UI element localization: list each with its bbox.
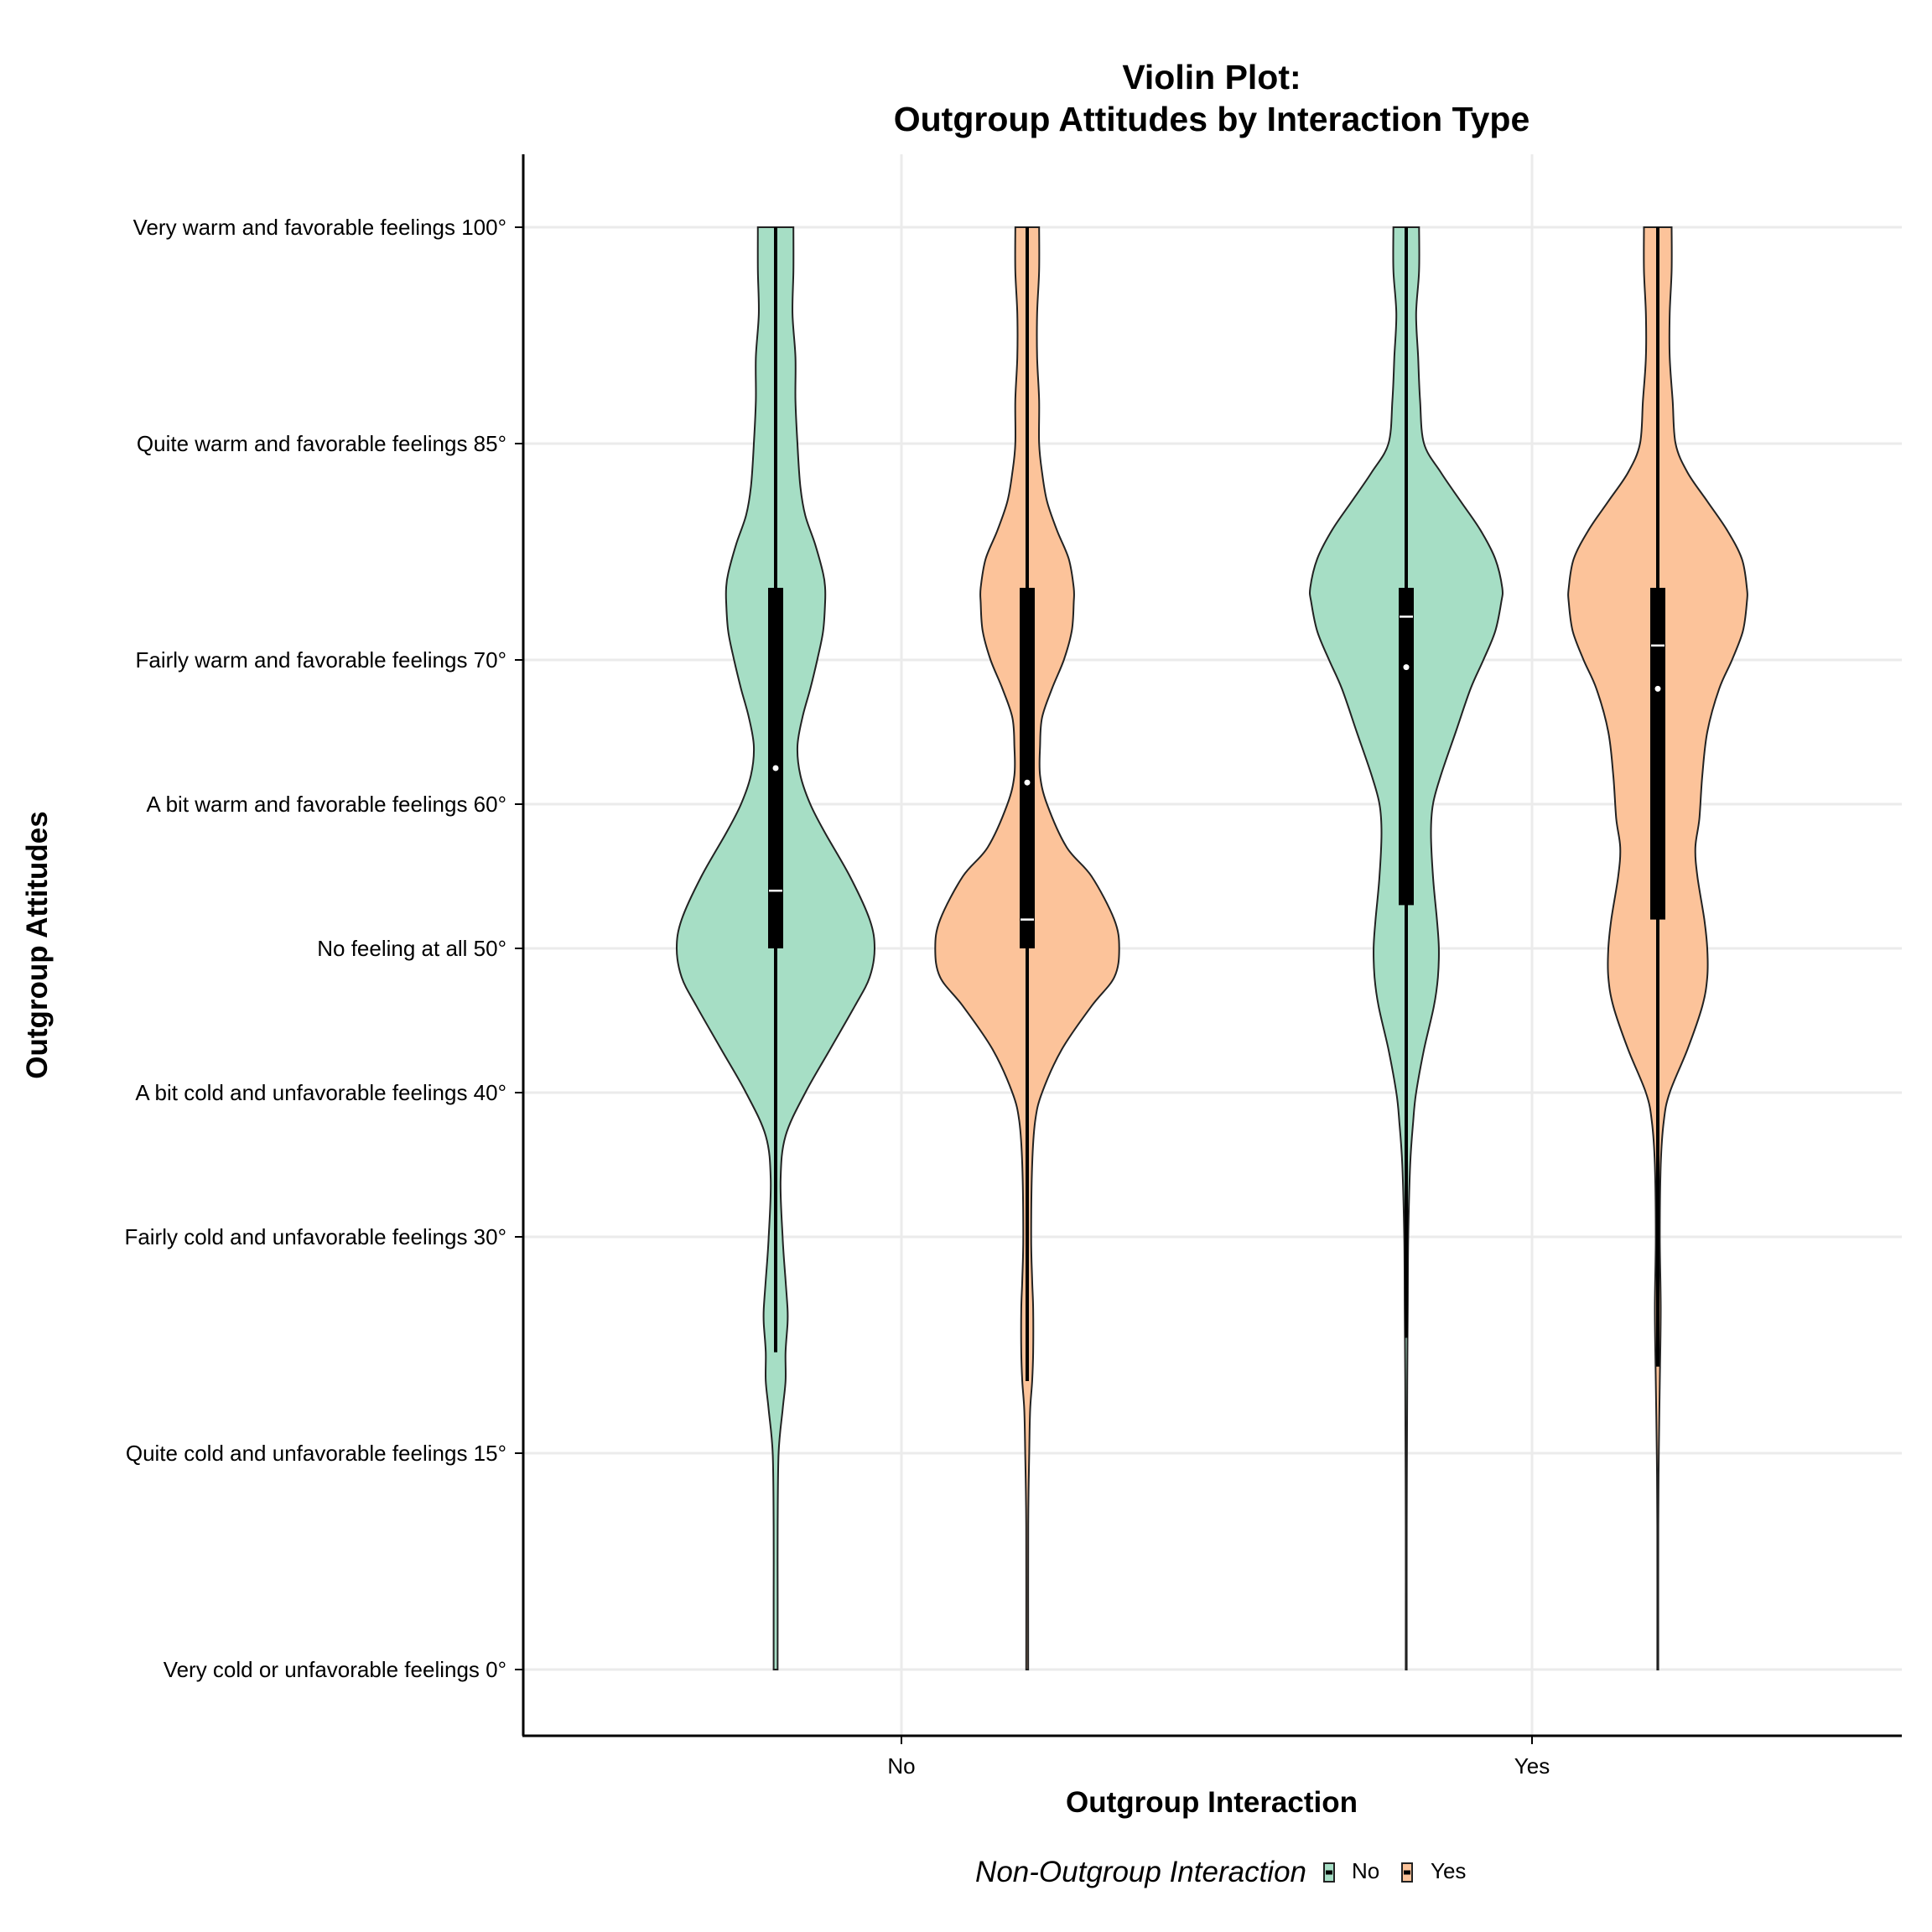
legend-title: Non-Outgroup Interaction — [975, 1856, 1306, 1888]
y-tick-label: A bit warm and favorable feelings 60° — [146, 792, 506, 817]
y-tick-label: Fairly cold and unfavorable feelings 30° — [124, 1224, 506, 1249]
axes — [522, 154, 1902, 1737]
violin-no-yes-mean — [1403, 664, 1410, 671]
violin-yes-no-box — [1020, 588, 1035, 948]
y-tick-label: Very warm and favorable feelings 100° — [133, 215, 506, 240]
violins — [675, 226, 1748, 1670]
y-tick-label: Quite cold and unfavorable feelings 15° — [126, 1441, 506, 1466]
x-axis-title: Outgroup Interaction — [1066, 1786, 1358, 1819]
legend-label-no: No — [1352, 1858, 1379, 1883]
legend-label-yes: Yes — [1431, 1858, 1466, 1883]
y-tick-label: A bit cold and unfavorable feelings 40° — [135, 1080, 506, 1105]
y-ticks: Very cold or unfavorable feelings 0° Quit… — [124, 215, 523, 1682]
legend-key-yes: Yes — [1401, 1858, 1466, 1883]
violin-no-no-mean — [772, 765, 779, 771]
y-tick-label: Quite warm and favorable feelings 85° — [137, 431, 506, 456]
y-tick-label: Very cold or unfavorable feelings 0° — [164, 1657, 506, 1682]
y-axis-title: Outgroup Attitudes — [21, 811, 54, 1078]
violin-yes-no-mean — [1024, 779, 1031, 786]
y-tick-label: Fairly warm and favorable feelings 70° — [136, 647, 507, 673]
x-ticks: No Yes — [887, 1736, 1550, 1779]
violin-no-yes-box — [1399, 588, 1414, 906]
x-tick-label: No — [887, 1753, 915, 1779]
legend: Non-Outgroup Interaction No Yes — [975, 1856, 1466, 1888]
chart-title: Violin Plot: — [1122, 58, 1301, 96]
violin-yes-yes-box — [1650, 588, 1665, 920]
x-tick-label: Yes — [1514, 1753, 1550, 1779]
legend-key-no: No — [1323, 1858, 1379, 1883]
y-tick-label: No feeling at all 50° — [317, 936, 506, 961]
violin-yes-yes-mean — [1654, 685, 1661, 692]
chart-subtitle: Outgroup Attitudes by Interaction Type — [894, 100, 1530, 138]
